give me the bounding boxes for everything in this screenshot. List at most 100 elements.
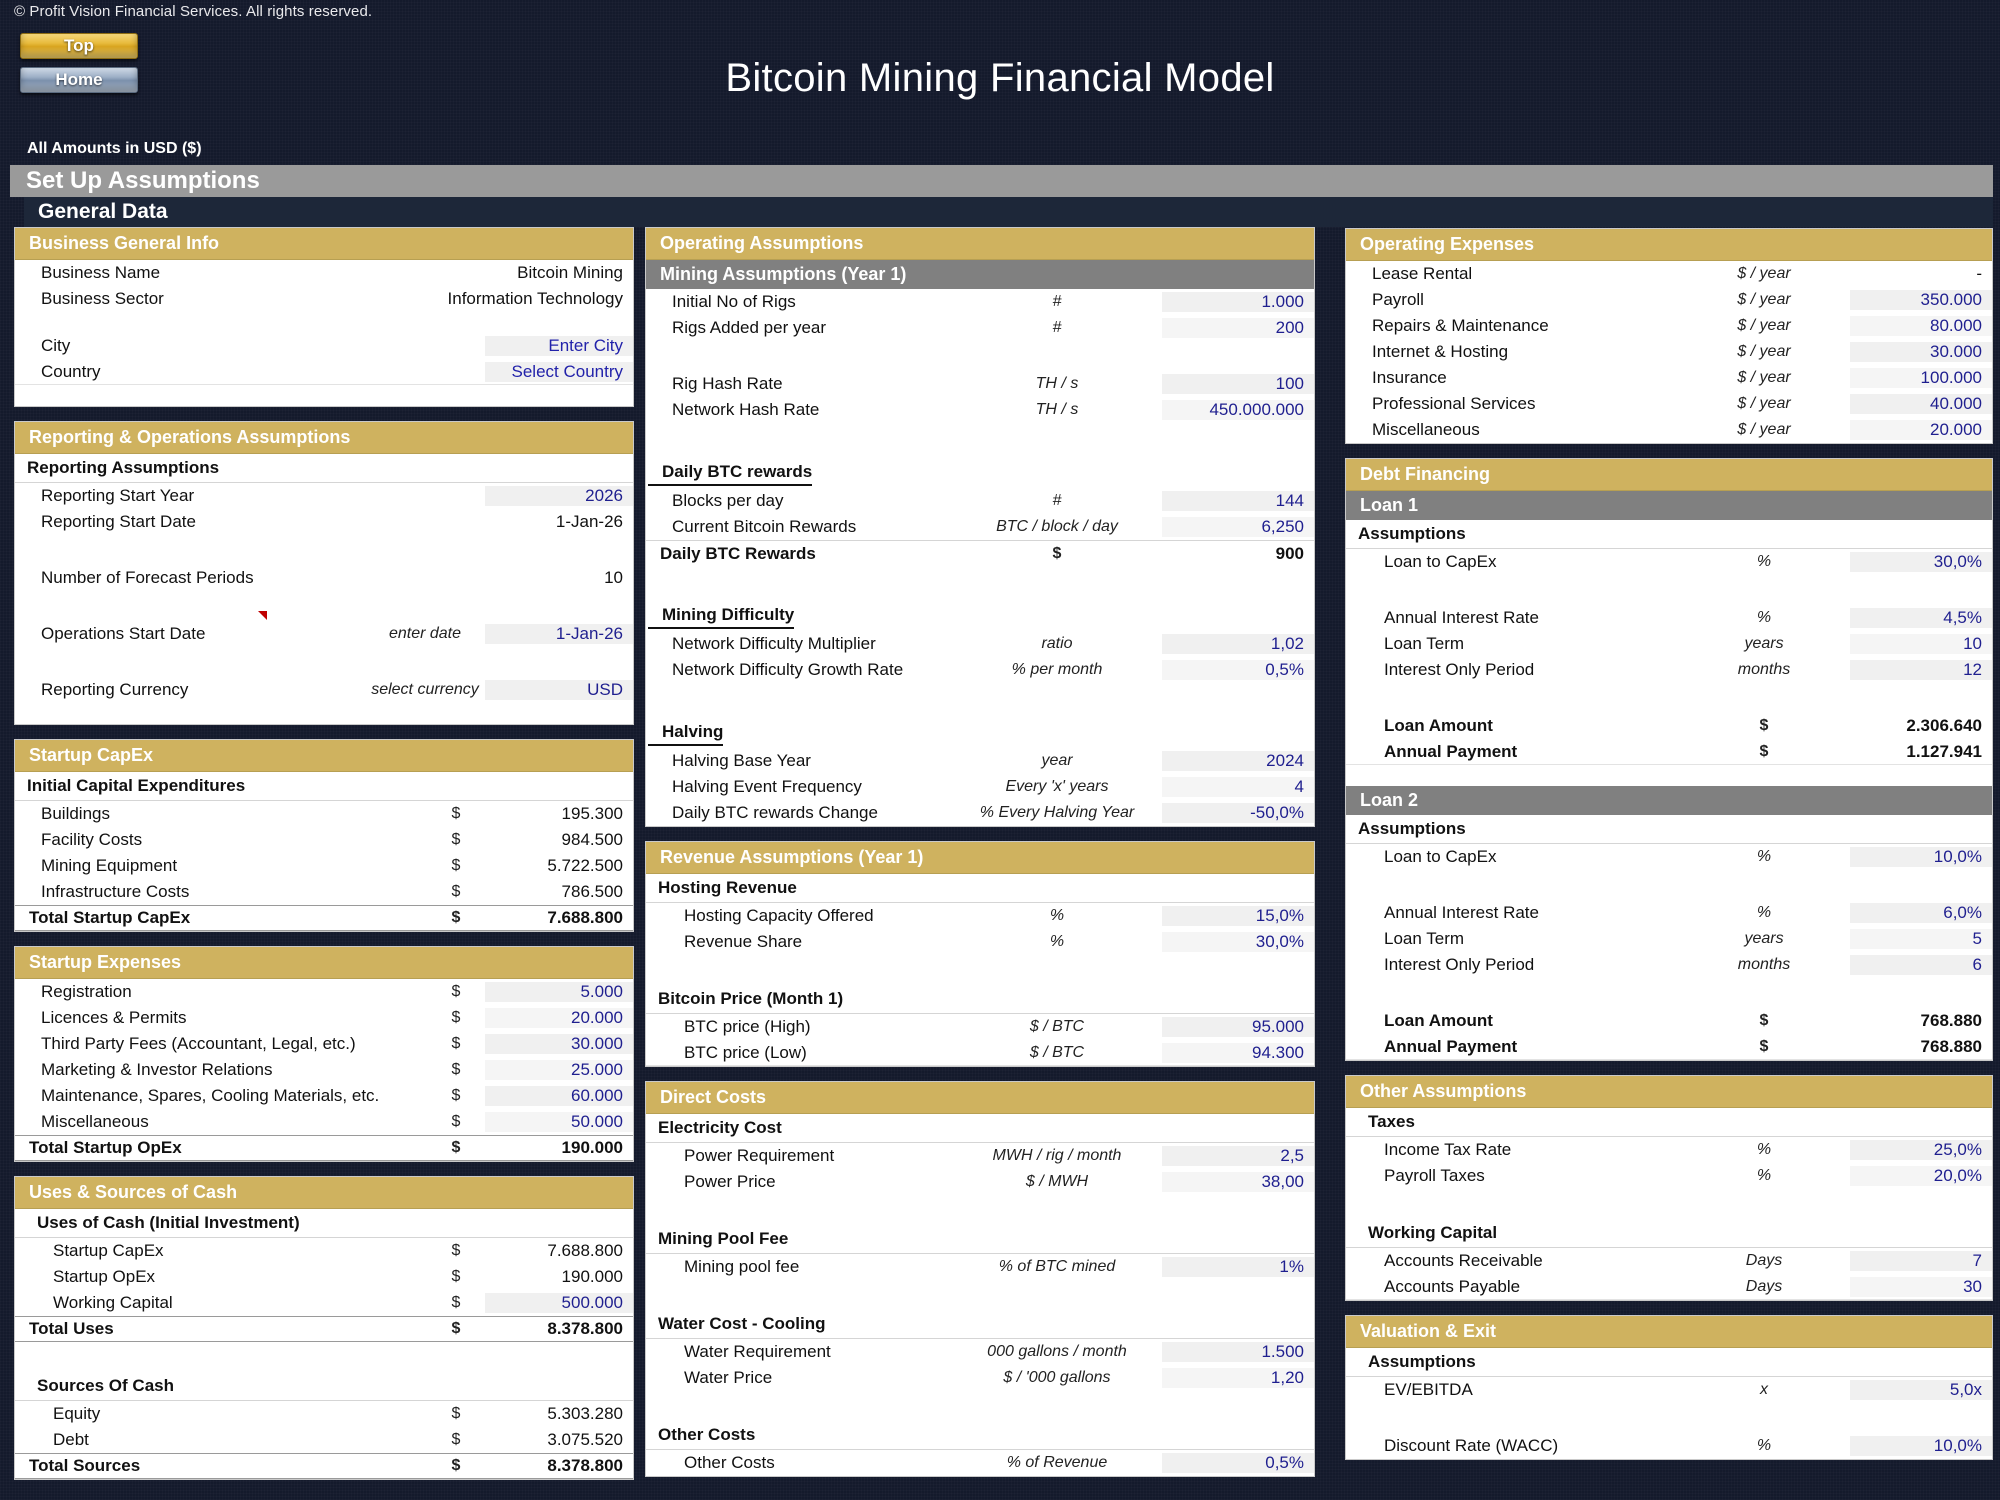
marketing-investor-relations-input[interactable]: 25.000 [485, 1060, 633, 1080]
currency-symbol: $ [451, 909, 461, 926]
loan1-io-period-input[interactable]: 12 [1850, 660, 1992, 680]
insurance-input[interactable]: 100.000 [1850, 368, 1992, 388]
power-requirement-label: Power Requirement [684, 1146, 835, 1165]
btc-price-low-input[interactable]: 94.300 [1162, 1042, 1314, 1063]
spacer [646, 1195, 1314, 1225]
table-row: Rigs Added per year # 200 [646, 315, 1314, 341]
uses-working-capital-input[interactable]: 500.000 [485, 1293, 633, 1313]
mining-pool-fee-input[interactable]: 1% [1162, 1257, 1314, 1277]
top-button[interactable]: Top [20, 33, 138, 59]
loan1-interest-rate-input[interactable]: 4,5% [1850, 608, 1992, 628]
opex-miscellaneous-input[interactable]: 20.000 [1850, 420, 1992, 440]
loan2-io-period-input[interactable]: 6 [1850, 955, 1992, 975]
revenue-share-input[interactable]: 30,0% [1162, 932, 1314, 952]
power-requirement-unit: MWH / rig / month [992, 1147, 1122, 1164]
general-data-bar: General Data [24, 197, 1993, 227]
spacer [15, 703, 633, 724]
rig-hash-rate-input[interactable]: 100 [1162, 374, 1314, 394]
total-startup-opex-value: 190.000 [561, 1138, 623, 1157]
table-row: Reporting Currency select currency USD [15, 677, 633, 703]
water-price-input[interactable]: 1,20 [1162, 1368, 1314, 1388]
loan1-term-input[interactable]: 10 [1850, 634, 1992, 654]
spacer [15, 535, 633, 565]
lease-rental-label: Lease Rental [1372, 264, 1473, 283]
blocks-per-day-input[interactable]: 144 [1162, 491, 1314, 511]
reporting-start-date-value: 1-Jan-26 [555, 512, 623, 531]
halving-base-year-input[interactable]: 2024 [1162, 751, 1314, 771]
hosting-capacity-input[interactable]: 15,0% [1162, 906, 1314, 926]
uses-startup-opex-value: 190.000 [561, 1267, 623, 1286]
btc-rewards-change-input[interactable]: -50,0% [1162, 803, 1314, 823]
btc-price-high-input[interactable]: 95.000 [1162, 1017, 1314, 1037]
loan2-interest-rate-input[interactable]: 6,0% [1850, 903, 1992, 923]
loan2-to-capex-input[interactable]: 10,0% [1850, 847, 1992, 867]
ev-ebitda-input[interactable]: 5,0x [1850, 1380, 1992, 1400]
ev-ebitda-unit: x [1760, 1381, 1768, 1398]
accounts-receivable-input[interactable]: 7 [1850, 1251, 1992, 1271]
country-select[interactable]: Select Country [485, 361, 633, 382]
table-row: Equity $ 5.303.280 [15, 1401, 633, 1427]
reporting-start-date-label: Reporting Start Date [41, 512, 196, 531]
power-requirement-input[interactable]: 2,5 [1162, 1146, 1314, 1166]
current-btc-rewards-input[interactable]: 6,250 [1162, 517, 1314, 537]
rigs-added-input[interactable]: 200 [1162, 318, 1314, 338]
operations-start-date-input[interactable]: 1-Jan-26 [485, 624, 633, 644]
other-costs-input[interactable]: 0,5% [1162, 1453, 1314, 1473]
internet-hosting-input[interactable]: 30.000 [1850, 342, 1992, 362]
difficulty-growth-rate-input[interactable]: 0,5% [1162, 660, 1314, 680]
halving-frequency-input[interactable]: 4 [1162, 777, 1314, 797]
network-hash-rate-label: Network Hash Rate [672, 400, 820, 419]
facility-costs-label: Facility Costs [41, 830, 143, 849]
business-general-info-card: Business General Info Business Name Bitc… [14, 227, 634, 407]
buildings-value: 195.300 [561, 804, 623, 823]
licences-permits-input[interactable]: 20.000 [485, 1008, 633, 1028]
reporting-currency-select[interactable]: USD [485, 680, 633, 700]
currency-symbol: $ [451, 1009, 461, 1026]
table-row: Business Name Bitcoin Mining [15, 260, 633, 286]
business-name-label: Business Name [41, 263, 161, 282]
licences-permits-label: Licences & Permits [41, 1008, 187, 1027]
startup-expenses-card: Startup Expenses Registration $ 5.000 Li… [14, 946, 634, 1162]
initial-rigs-input[interactable]: 1.000 [1162, 292, 1314, 312]
hosting-capacity-unit: % [1049, 907, 1065, 924]
third-party-fees-input[interactable]: 30.000 [485, 1034, 633, 1054]
power-price-input[interactable]: 38,00 [1162, 1172, 1314, 1192]
revenue-assumptions-title: Revenue Assumptions (Year 1) [646, 842, 1314, 874]
reporting-start-year-input[interactable]: 2026 [485, 486, 633, 506]
spacer [1346, 575, 1992, 605]
rigs-added-unit: # [1052, 319, 1062, 336]
repairs-maintenance-input[interactable]: 80.000 [1850, 316, 1992, 336]
loan1-amount-unit: $ [1759, 717, 1769, 734]
city-input[interactable]: Enter City [485, 336, 633, 356]
loan1-to-capex-input[interactable]: 30,0% [1850, 552, 1992, 572]
nav-buttons: Top Home [20, 33, 140, 101]
accounts-payable-input[interactable]: 30 [1850, 1276, 1992, 1297]
table-row: Repairs & Maintenance $ / year 80.000 [1346, 313, 1992, 339]
infrastructure-costs-value: 786.500 [561, 882, 623, 901]
maintenance-spares-input[interactable]: 60.000 [485, 1086, 633, 1106]
home-button[interactable]: Home [20, 67, 138, 93]
professional-services-input[interactable]: 40.000 [1850, 394, 1992, 414]
loan2-term-input[interactable]: 5 [1850, 929, 1992, 949]
income-tax-rate-input[interactable]: 25,0% [1850, 1140, 1992, 1160]
payroll-input[interactable]: 350.000 [1850, 290, 1992, 310]
hosting-revenue-subhead: Hosting Revenue [646, 874, 1314, 903]
currency-symbol: $ [451, 1087, 461, 1104]
table-row: Business Sector Information Technology [15, 286, 633, 312]
table-row: BTC price (High) $ / BTC 95.000 [646, 1014, 1314, 1040]
difficulty-multiplier-input[interactable]: 1,02 [1162, 634, 1314, 654]
infrastructure-costs-label: Infrastructure Costs [41, 882, 190, 901]
table-row: Accounts Receivable Days 7 [1346, 1248, 1992, 1274]
discount-rate-input[interactable]: 10,0% [1850, 1436, 1992, 1456]
water-requirement-input[interactable]: 1.500 [1162, 1342, 1314, 1362]
payroll-taxes-input[interactable]: 20,0% [1850, 1166, 1992, 1186]
registration-input[interactable]: 5.000 [485, 982, 633, 1002]
difficulty-multiplier-label: Network Difficulty Multiplier [672, 634, 876, 653]
network-hash-rate-unit: TH / s [1035, 401, 1079, 418]
currency-symbol: $ [451, 1294, 461, 1311]
daily-btc-rewards-subhead: Daily BTC rewards [648, 459, 813, 486]
network-hash-rate-input[interactable]: 450.000.000 [1162, 400, 1314, 420]
water-requirement-label: Water Requirement [684, 1342, 831, 1361]
miscellaneous-input[interactable]: 50.000 [485, 1112, 633, 1132]
halving-group: Halving [646, 713, 1314, 748]
